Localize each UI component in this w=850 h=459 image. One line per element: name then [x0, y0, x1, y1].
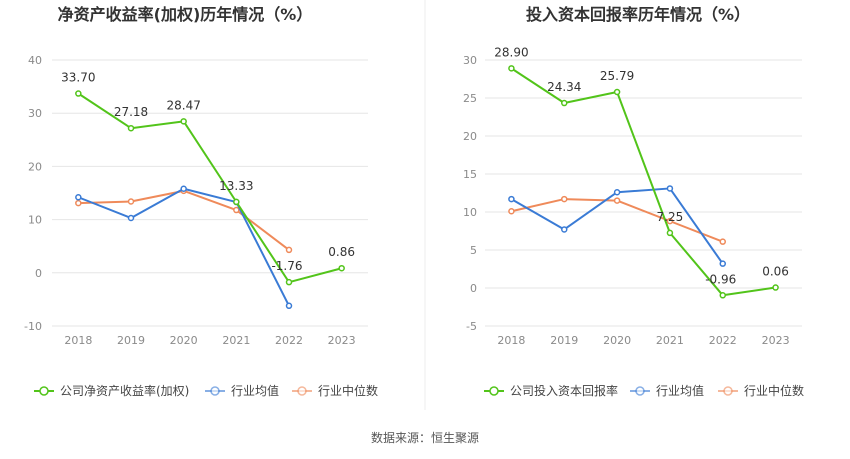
company-data-point	[508, 65, 515, 72]
y-tick-label: 25	[463, 92, 477, 105]
y-tick-label: 5	[470, 244, 477, 257]
industry-median-data-point	[719, 238, 726, 245]
y-tick-label: 10	[28, 214, 42, 227]
legend-marker-icon	[489, 386, 499, 396]
industry-median-data-point	[561, 195, 568, 203]
company-data-point	[666, 229, 674, 237]
company-data-label: 28.90	[494, 45, 528, 59]
chart-title: 投入资本回报率历年情况（%）	[526, 5, 750, 24]
industry-average-data-point	[719, 260, 726, 267]
x-tick-label: 2018	[497, 334, 525, 347]
legend-item-industry-median[interactable]: 行业中位数	[292, 383, 378, 398]
company-data-label: 0.86	[328, 245, 355, 259]
legend-label: 行业均值	[656, 383, 704, 398]
legend-item-industry-average[interactable]: 行业均值	[630, 383, 704, 398]
company-series-line	[77, 92, 342, 284]
legend-item-industry-average[interactable]: 行业均值	[205, 383, 279, 398]
company-data-label: 0.06	[762, 265, 789, 279]
company-data-point	[561, 99, 568, 107]
company-data-point	[233, 198, 240, 206]
company-data-point	[338, 264, 345, 272]
company-data-label: 28.47	[166, 98, 200, 112]
industry-average-data-point	[666, 185, 674, 192]
legend-marker-icon	[723, 386, 733, 396]
company-data-point	[613, 88, 621, 96]
industry-average-data-point	[285, 302, 293, 310]
x-tick-label: 2022	[275, 334, 303, 347]
x-tick-label: 2021	[222, 334, 250, 347]
legend-label: 行业中位数	[318, 383, 378, 398]
company-data-point	[75, 90, 82, 97]
legend-item-company[interactable]: 公司净资产收益率(加权)	[34, 383, 189, 398]
legend-label: 行业均值	[231, 383, 279, 398]
company-data-point	[719, 292, 726, 299]
x-tick-label: 2020	[603, 334, 631, 347]
industry-average-data-point	[561, 226, 568, 233]
industry-median-series-line	[511, 198, 724, 243]
x-tick-label: 2019	[550, 334, 578, 347]
legend-marker-icon	[297, 386, 307, 396]
roe-chart-panel: 净资产收益率(加权)历年情况（%） -10 0 10 20 30 40 2018 2019 202…	[24, 5, 378, 398]
x-tick-label: 2021	[656, 334, 684, 347]
x-tick-label: 2023	[328, 334, 356, 347]
y-tick-label: 0	[470, 282, 477, 295]
industry-median-data-point	[613, 197, 621, 204]
y-tick-label: 15	[463, 168, 477, 181]
x-tick-label: 2023	[762, 334, 790, 347]
company-data-point	[180, 118, 187, 125]
roic-chart-panel: 投入资本回报率历年情况（%） -5 0 5 10 15 20 25 30 2018 2019 2020…	[463, 5, 804, 398]
legend-marker-icon	[635, 386, 645, 396]
industry-median-series-line	[78, 189, 290, 251]
industry-average-series-line	[77, 187, 290, 307]
industry-average-data-point	[180, 185, 187, 192]
legend-marker-icon	[210, 386, 220, 396]
legend-marker-icon	[39, 386, 49, 396]
company-data-label: 7.25	[657, 210, 684, 224]
company-data-label: -0.96	[705, 272, 736, 286]
industry-median-data-point	[127, 198, 135, 205]
chart-title: 净资产收益率(加权)历年情况（%）	[58, 5, 313, 24]
y-tick-label: 0	[35, 267, 42, 280]
x-tick-label: 2022	[709, 334, 737, 347]
y-tick-label: 30	[463, 54, 477, 67]
industry-average-data-point	[75, 194, 82, 201]
company-data-label: 13.33	[219, 179, 253, 193]
y-tick-label: 30	[28, 107, 42, 120]
company-data-label: -1.76	[271, 259, 302, 273]
legend-item-industry-median[interactable]: 行业中位数	[718, 383, 804, 398]
company-data-point	[772, 284, 779, 291]
x-tick-label: 2019	[117, 334, 145, 347]
company-data-label: 27.18	[114, 105, 148, 119]
industry-median-data-point	[508, 207, 515, 215]
legend-item-company[interactable]: 公司投入资本回报率	[484, 383, 618, 398]
industry-median-data-point	[666, 217, 674, 225]
legend-label: 公司净资产收益率(加权)	[60, 383, 189, 398]
company-data-point	[127, 124, 135, 132]
industry-median-data-point	[285, 246, 293, 254]
y-tick-label: -5	[466, 320, 477, 333]
x-tick-label: 2018	[64, 334, 92, 347]
company-data-label: 33.70	[61, 71, 95, 85]
company-series-line	[510, 67, 776, 297]
industry-average-data-point	[508, 195, 515, 203]
data-source-text: 数据来源：恒生聚源	[371, 430, 479, 445]
industry-average-data-point	[127, 214, 135, 222]
legend-label: 行业中位数	[744, 383, 804, 398]
industry-median-data-point	[233, 206, 240, 214]
industry-median-data-point	[75, 199, 82, 207]
y-tick-label: 20	[463, 130, 477, 143]
y-tick-label: 20	[28, 160, 42, 173]
company-data-label: 25.79	[600, 69, 634, 83]
industry-average-data-point	[613, 188, 621, 196]
company-data-point	[285, 278, 293, 286]
y-tick-label: 10	[463, 206, 477, 219]
y-tick-label: -10	[24, 320, 42, 333]
y-tick-label: 40	[28, 54, 42, 67]
legend-label: 公司投入资本回报率	[510, 383, 618, 398]
company-data-label: 24.34	[547, 80, 581, 94]
x-tick-label: 2020	[170, 334, 198, 347]
